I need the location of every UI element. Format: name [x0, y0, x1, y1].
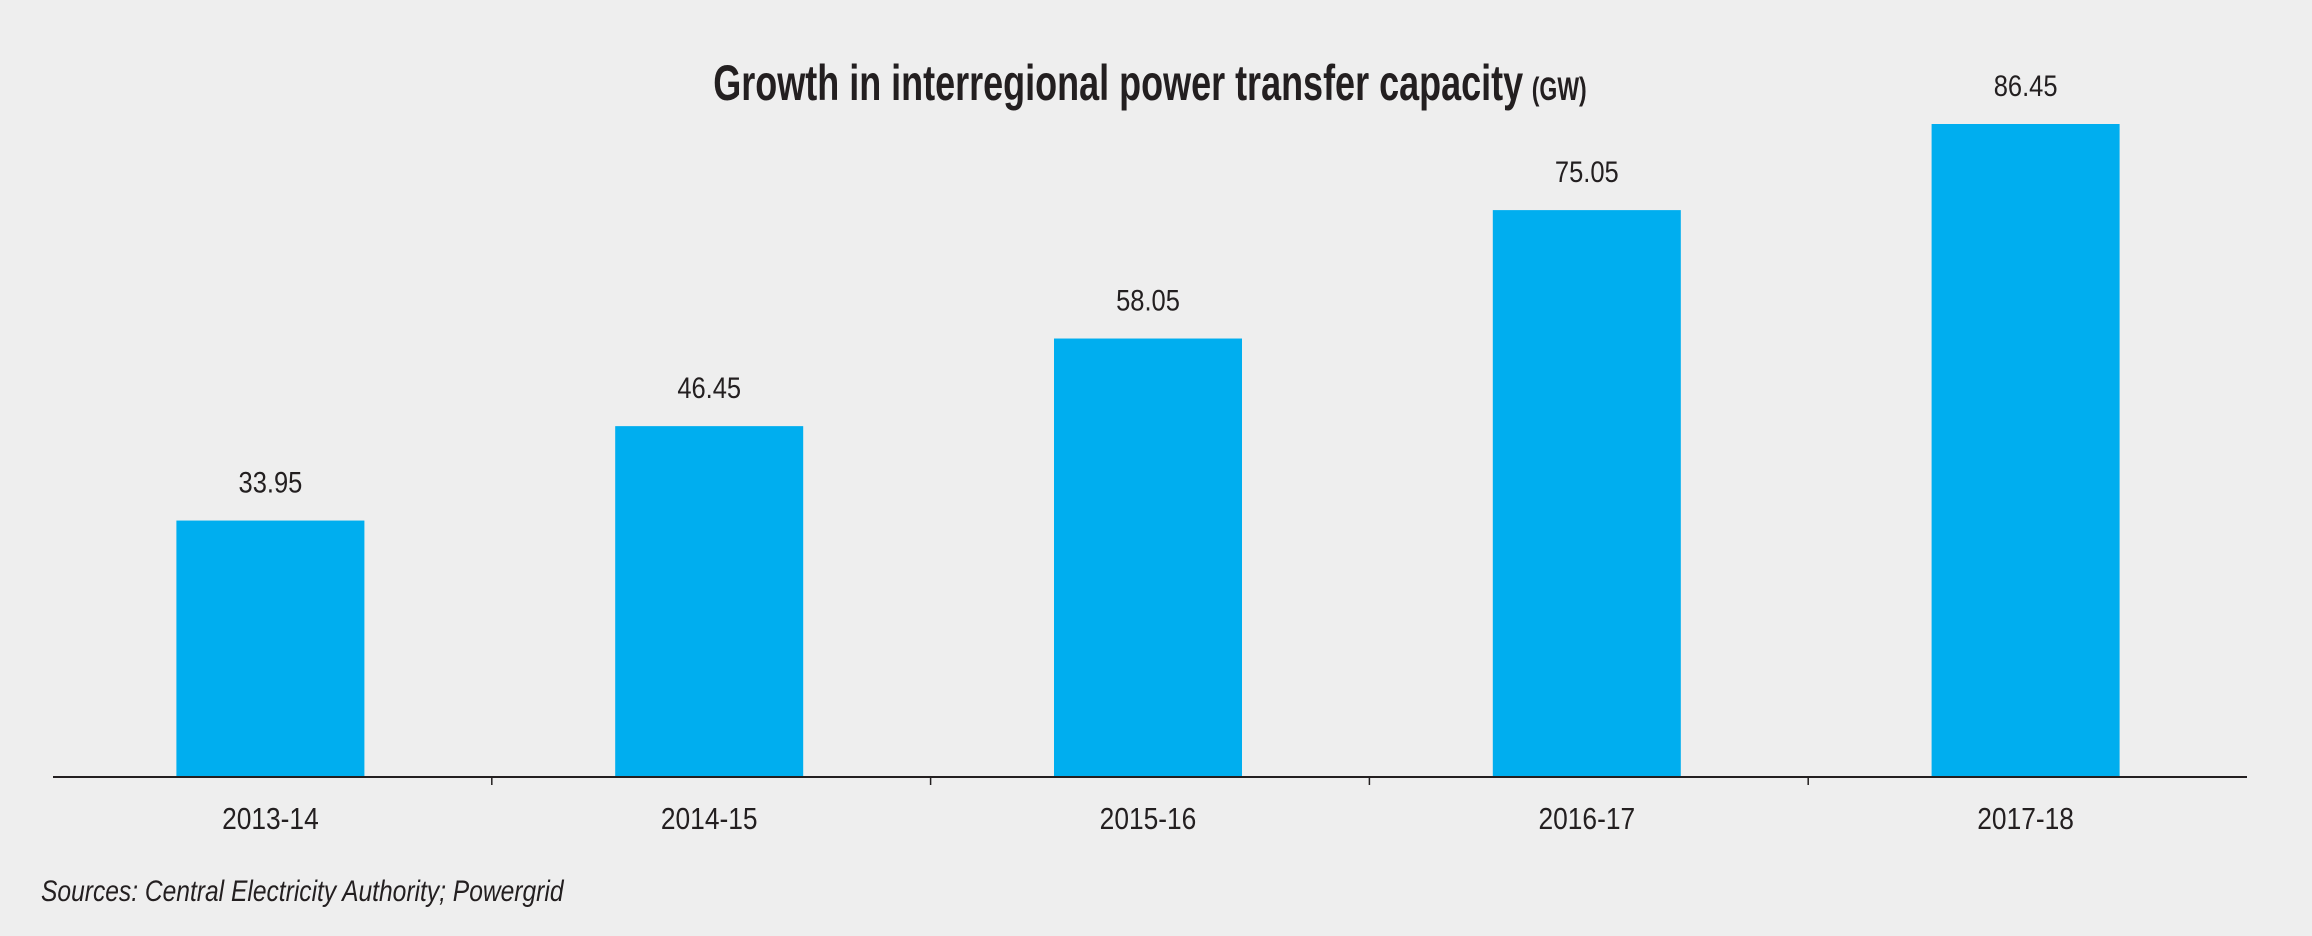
category-label: 2017-18: [1977, 802, 2074, 836]
value-label: 33.95: [239, 466, 303, 499]
category-label: 2016-17: [1538, 802, 1635, 836]
category-label: 2013-14: [222, 802, 319, 836]
bar-2013-14: [176, 520, 365, 777]
bar-2015-16: [1054, 338, 1242, 777]
bar-2017-18: [1931, 124, 2120, 777]
chart-title-unit: (GW): [1532, 71, 1587, 107]
chart-title-text: Growth in interregional power transfer c…: [713, 56, 1523, 111]
value-label: 58.05: [1116, 284, 1180, 317]
bar-2014-15: [615, 426, 804, 777]
value-label: 75.05: [1555, 155, 1619, 188]
category-label: 2015-16: [1100, 802, 1197, 836]
bar-2016-17: [1492, 210, 1681, 778]
chart-title: Growth in interregional power transfer c…: [713, 56, 1586, 111]
value-label: 46.45: [677, 371, 741, 404]
source-note: Sources: Central Electricity Authority; …: [41, 874, 564, 908]
category-label: 2014-15: [661, 802, 758, 836]
value-label: 86.45: [1994, 69, 2058, 102]
